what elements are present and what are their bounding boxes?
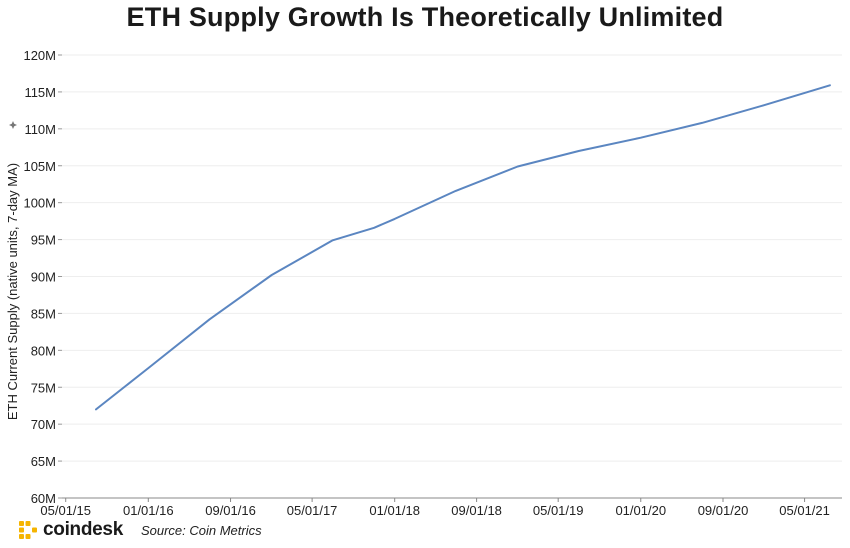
y-tick-label: 75M bbox=[31, 380, 56, 395]
y-tick-label: 95M bbox=[31, 233, 56, 248]
y-tick-label: 85M bbox=[31, 306, 56, 321]
source-note: Source: Coin Metrics bbox=[140, 522, 262, 538]
y-tick-label: 120M bbox=[23, 48, 56, 63]
y-axis-title: ETH Current Supply (native units, 7-day … bbox=[5, 163, 20, 420]
y-axis: 60M 65M 70M 75M 80M 85M 90M 95M 100M 105M 110M 115M… bbox=[23, 48, 62, 506]
chart-footer: coindesk Source: Coin Metrics bbox=[18, 518, 262, 542]
y-tick-label: 60M bbox=[31, 491, 56, 506]
x-tick-label: 01/01/18 bbox=[369, 503, 420, 518]
gridlines bbox=[62, 54, 842, 462]
y-tick-label: 115M bbox=[24, 85, 56, 100]
sparkle-icon[interactable] bbox=[9, 121, 17, 129]
x-tick-label: 09/01/18 bbox=[451, 503, 502, 518]
y-tick-label: 105M bbox=[23, 159, 56, 174]
x-tick-label: 05/01/19 bbox=[533, 503, 584, 518]
y-tick-label: 110M bbox=[24, 122, 56, 137]
y-tick-label: 80M bbox=[31, 343, 56, 358]
y-tick-label: 90M bbox=[31, 270, 56, 285]
x-tick-label: 01/01/20 bbox=[615, 503, 666, 518]
y-tick-label: 65M bbox=[31, 454, 56, 469]
x-tick-label: 09/01/16 bbox=[205, 503, 256, 518]
x-tick-label: 01/01/16 bbox=[123, 503, 174, 518]
x-tick-label: 05/01/21 bbox=[779, 503, 830, 518]
x-tick-label: 05/01/17 bbox=[287, 503, 338, 518]
chart-title: ETH Supply Growth Is Theoretically Unlim… bbox=[126, 2, 724, 32]
series-line bbox=[95, 84, 831, 411]
y-tick-label: 100M bbox=[23, 196, 56, 211]
y-tick-label: 70M bbox=[31, 417, 56, 432]
coindesk-logo-icon bbox=[19, 521, 37, 539]
coindesk-logo: coindesk bbox=[18, 519, 123, 541]
x-axis: 05/01/15 01/01/16 09/01/16 05/01/17 01/01/18… bbox=[40, 497, 842, 518]
x-tick-label: 09/01/20 bbox=[698, 503, 749, 518]
logo-text: coindesk bbox=[43, 519, 123, 540]
x-tick-label: 05/01/15 bbox=[40, 503, 91, 518]
sparkle-icon-shape bbox=[9, 121, 17, 129]
series-layer bbox=[95, 84, 831, 411]
